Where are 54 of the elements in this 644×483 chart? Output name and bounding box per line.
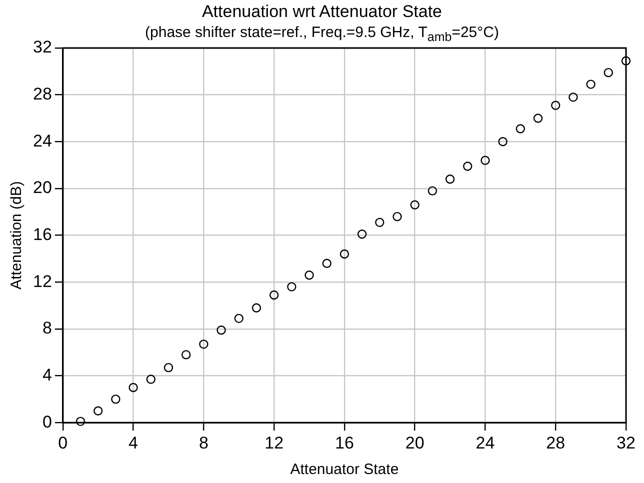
point [445, 174, 455, 184]
point [428, 186, 438, 196]
x-tick-label: 32 [616, 433, 636, 452]
point [604, 68, 614, 78]
point [216, 326, 226, 335]
point [128, 382, 138, 392]
x-tick-label: 16 [334, 433, 354, 452]
point [516, 124, 526, 134]
point [287, 282, 296, 292]
point [357, 230, 367, 239]
x-tick-label: 4 [128, 433, 138, 452]
point [76, 416, 86, 426]
y-tick-label: 32 [32, 38, 52, 57]
point [392, 212, 402, 222]
chart-subtitle: (phase shifter state=ref., Freq.=9.5 GHz, T$_{amb}$=25°C) [145, 24, 499, 44]
y-tick-label: 0 [42, 412, 52, 432]
point [146, 374, 156, 384]
point [498, 137, 508, 146]
point [533, 114, 543, 123]
point [568, 92, 578, 102]
point [410, 200, 420, 210]
y-tick-label: 24 [32, 131, 52, 150]
y-tick-label: 8 [42, 318, 52, 338]
point [252, 303, 262, 312]
y-tick-label: 16 [32, 224, 52, 244]
point [164, 362, 174, 372]
point [199, 340, 208, 349]
point [463, 162, 472, 171]
point [340, 249, 350, 259]
x-tick-label: 8 [198, 433, 208, 452]
point [322, 258, 332, 268]
point [111, 394, 120, 404]
point [375, 218, 384, 228]
point [621, 56, 631, 66]
point [586, 80, 596, 89]
x-tick-label: 20 [405, 433, 424, 452]
x-axis-title: Attenuator State [290, 461, 399, 478]
y-tick-label: 4 [42, 365, 52, 384]
point [269, 290, 279, 300]
point [94, 406, 103, 416]
point [551, 100, 560, 110]
x-tick-label: 0 [58, 433, 68, 452]
x-tick-label: 28 [546, 433, 566, 452]
point [304, 270, 314, 280]
y-tick-label: 20 [32, 178, 52, 198]
point [234, 314, 244, 324]
point [181, 350, 191, 360]
point [480, 156, 490, 165]
y-tick-label: 12 [32, 272, 52, 291]
x-tick-label: 12 [264, 433, 284, 452]
y-axis-title: Attenuation (dB) [8, 181, 26, 290]
x-tick-label: 24 [476, 433, 495, 452]
chart-title: Attenuation wrt Attenuator State [200, 2, 444, 22]
y-tick-label: 28 [32, 84, 52, 104]
